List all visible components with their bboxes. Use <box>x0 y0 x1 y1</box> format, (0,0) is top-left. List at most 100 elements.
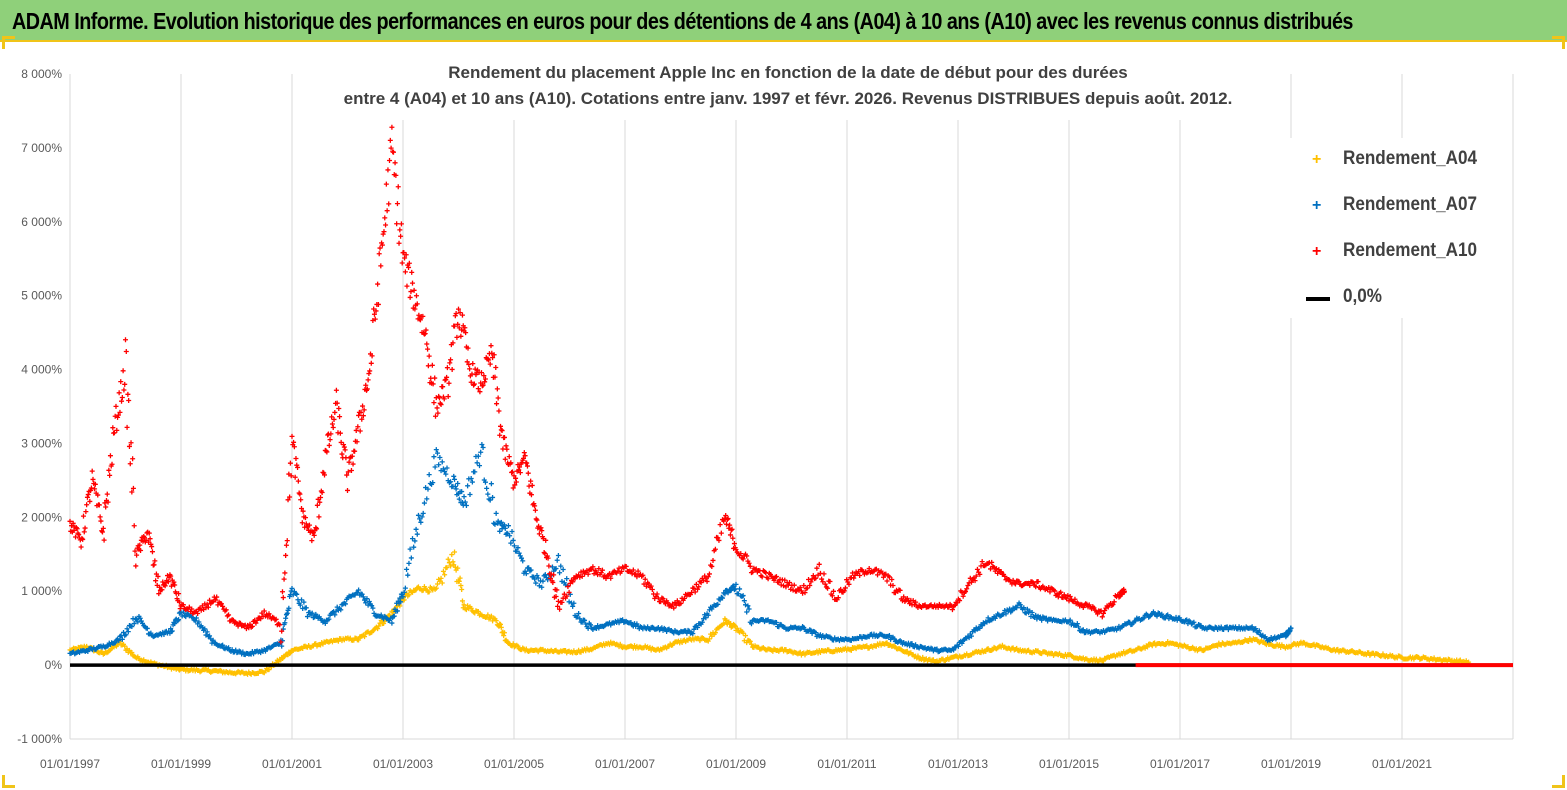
data-point-marker <box>375 281 381 287</box>
data-point-marker <box>144 625 150 631</box>
data-point-marker <box>513 479 519 485</box>
data-point-marker <box>364 596 370 602</box>
data-point-marker <box>734 625 740 631</box>
data-point-marker <box>851 575 857 581</box>
data-point-marker <box>341 442 347 448</box>
data-point-marker <box>118 379 124 385</box>
data-point-marker <box>397 603 403 609</box>
data-point-marker <box>579 573 585 579</box>
data-point-marker <box>482 479 488 485</box>
data-point-marker <box>354 439 360 445</box>
data-point-marker <box>458 333 464 339</box>
data-point-marker <box>176 617 182 623</box>
legend-marker-a10: + <box>1312 243 1322 260</box>
data-point-marker <box>425 486 431 492</box>
data-point-marker <box>536 531 542 537</box>
data-point-marker <box>746 606 752 612</box>
data-point-marker <box>131 621 137 627</box>
data-point-marker <box>490 355 496 361</box>
data-point-marker <box>119 636 125 642</box>
data-point-marker <box>127 461 133 467</box>
data-point-marker <box>558 563 564 569</box>
data-point-marker <box>528 492 534 498</box>
data-point-marker <box>434 450 440 456</box>
data-point-marker <box>470 361 476 367</box>
data-point-marker <box>642 576 648 582</box>
data-point-marker <box>738 551 744 557</box>
data-point-marker <box>448 479 454 485</box>
data-point-marker <box>79 535 85 541</box>
data-point-marker <box>436 462 442 468</box>
x-tick-label: 01/01/2015 <box>1039 757 1099 771</box>
data-point-marker <box>979 559 985 565</box>
data-point-marker <box>137 615 143 621</box>
data-point-marker <box>140 538 146 544</box>
data-point-marker <box>413 526 419 532</box>
data-point-marker <box>103 504 109 510</box>
data-point-marker <box>397 595 403 601</box>
data-point-marker <box>510 537 516 543</box>
data-point-marker <box>456 578 462 584</box>
data-point-marker <box>501 633 507 639</box>
data-point-marker <box>737 586 743 592</box>
data-point-marker <box>959 640 965 646</box>
data-point-marker <box>495 395 501 401</box>
data-point-marker <box>105 499 111 505</box>
data-point-marker <box>465 345 471 351</box>
data-point-marker <box>130 485 136 491</box>
data-point-marker <box>532 576 538 582</box>
data-point-marker <box>218 601 224 607</box>
data-point-marker <box>337 430 343 436</box>
data-point-marker <box>564 576 570 582</box>
data-point-marker <box>429 362 435 368</box>
data-point-marker <box>884 578 890 584</box>
data-point-marker <box>202 626 208 632</box>
data-point-marker <box>1184 617 1190 623</box>
data-point-marker <box>509 469 515 475</box>
data-point-marker <box>479 441 485 447</box>
data-point-marker <box>1043 615 1049 621</box>
data-point-marker <box>387 137 393 143</box>
data-point-marker <box>435 410 441 416</box>
data-point-marker <box>825 585 831 591</box>
data-point-marker <box>492 374 498 380</box>
data-point-marker <box>576 610 582 616</box>
data-point-marker <box>398 599 404 605</box>
y-tick-label: 2 000% <box>21 510 62 524</box>
data-point-marker <box>370 605 376 611</box>
data-point-marker <box>329 421 335 427</box>
data-point-marker <box>381 229 387 235</box>
data-point-marker <box>1003 611 1009 617</box>
legend-item-a07: + Rendement_A07 <box>1290 194 1510 222</box>
data-point-marker <box>212 597 218 603</box>
data-point-marker <box>359 416 365 422</box>
data-point-marker <box>691 626 697 632</box>
data-point-marker <box>237 620 243 626</box>
data-point-marker <box>979 623 985 629</box>
data-point-marker <box>1095 611 1101 617</box>
data-point-marker <box>697 638 703 644</box>
data-point-marker <box>1002 573 1008 579</box>
data-point-marker <box>515 545 521 551</box>
data-point-marker <box>309 538 315 544</box>
data-point-marker <box>360 413 366 419</box>
data-point-marker <box>957 598 963 604</box>
data-point-marker <box>302 515 308 521</box>
data-point-marker <box>813 630 819 636</box>
data-point-marker <box>790 587 796 593</box>
data-point-marker <box>511 543 517 549</box>
data-point-marker <box>283 552 289 558</box>
data-point-marker <box>577 616 583 622</box>
data-point-marker <box>329 414 335 420</box>
data-point-marker <box>130 456 136 462</box>
legend-label-a10: Rendement_A10 <box>1343 240 1478 261</box>
data-point-marker <box>343 601 349 607</box>
data-point-marker <box>665 600 671 606</box>
data-point-marker <box>124 424 130 430</box>
data-point-marker <box>124 626 130 632</box>
data-point-marker <box>344 472 350 478</box>
data-point-marker <box>787 579 793 585</box>
data-point-marker <box>431 454 437 460</box>
data-point-marker <box>564 593 570 599</box>
data-point-marker <box>706 607 712 613</box>
